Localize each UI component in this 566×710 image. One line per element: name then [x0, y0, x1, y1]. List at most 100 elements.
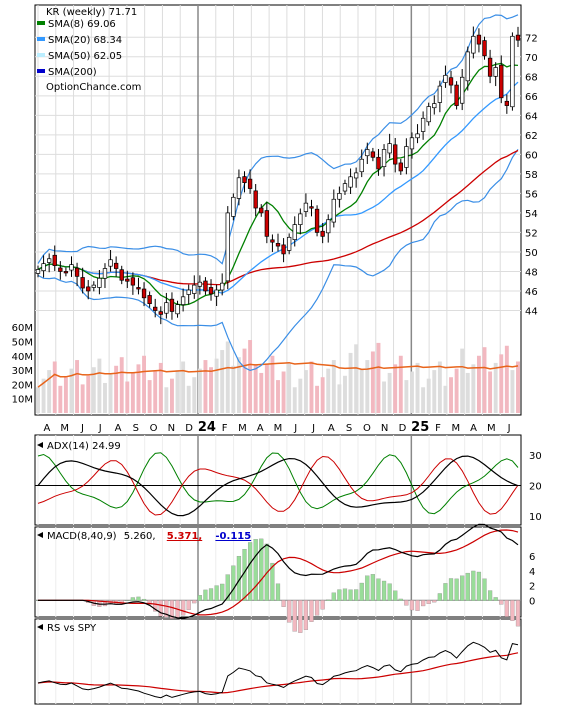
candle-up [97, 277, 102, 288]
month-tick-label: A [43, 423, 50, 434]
macd-legend: MACD(8,40,9) 5.260, 5.371, -0.115 [37, 531, 251, 542]
candle-down [141, 288, 147, 299]
macd-title-prefix: MACD(8,40,9) [47, 531, 117, 542]
macd-histogram-bar [281, 600, 286, 607]
volume-bar [147, 380, 152, 413]
candle-down [476, 34, 482, 45]
macd-histogram-bar [181, 600, 186, 616]
candle-up [404, 146, 409, 168]
month-tick-label: O [150, 423, 158, 434]
volume-bar [158, 362, 163, 413]
candle-up [236, 177, 242, 199]
candle-up [286, 236, 292, 251]
macd-histogram-bar [504, 600, 509, 617]
candle-up [420, 117, 426, 132]
price-tick-label: 46 [525, 287, 538, 298]
candle-down [63, 271, 69, 274]
macd-histogram-bar [208, 588, 214, 601]
adx-title: ADX(14) 24.99 [47, 441, 121, 452]
macd-histogram-bar [337, 589, 342, 601]
month-tick-label: A [257, 423, 264, 434]
candle-down [136, 287, 141, 290]
volume-bar [36, 387, 40, 413]
month-tick-label: M [451, 423, 460, 434]
candle-up [164, 302, 169, 314]
volume-bar [331, 360, 336, 413]
month-tick-label: M [238, 423, 247, 434]
volume-bar [376, 342, 381, 413]
price-tick-label: 62 [525, 131, 538, 142]
macd-histogram-bar [158, 600, 163, 617]
volume-ma-line [37, 361, 519, 388]
volume-bar [58, 385, 63, 413]
candle-down [52, 254, 57, 266]
volume-tick-label: 30M [12, 366, 33, 377]
macd-histogram-bar [141, 598, 147, 601]
candle-up [471, 35, 476, 54]
candle-up [225, 212, 230, 282]
legend-sma8: SMA(8) 69.06 [48, 19, 116, 30]
volume-bar [510, 370, 515, 413]
volume-bar [309, 361, 314, 413]
macd-histogram-bar [342, 588, 348, 601]
rs-title: RS vs SPY [47, 623, 97, 634]
volume-bar [365, 360, 370, 413]
volume-bar [270, 355, 275, 413]
macd-histogram-bar [197, 595, 202, 601]
macd-histogram-bar [471, 570, 476, 601]
month-tick-label: O [363, 423, 371, 434]
macd-histogram-bar [214, 585, 219, 601]
candle-up [102, 268, 108, 279]
adx-line [37, 455, 519, 517]
volume-bar [225, 341, 230, 413]
minus-di-line [37, 455, 519, 516]
legend-sma200: SMA(200) [48, 67, 97, 78]
candle-down [320, 230, 325, 237]
candle-down [270, 239, 275, 243]
volume-bar [220, 350, 225, 413]
volume-bar [343, 375, 347, 413]
candle-up [91, 284, 96, 288]
month-tick-label: J [507, 423, 511, 434]
adx-marker-icon [37, 442, 43, 448]
candle-up [426, 106, 431, 123]
candle-up [69, 264, 74, 271]
volume-bar [426, 378, 431, 413]
candle-down [58, 267, 63, 272]
macd-histogram-bar [421, 600, 426, 607]
price-legend: KR (weekly) 71.71 SMA(8) 69.06 SMA(20) 6… [37, 7, 141, 93]
adx-legend: ADX(14) 24.99 [37, 441, 121, 452]
volume-bar [203, 360, 208, 413]
candle-down [208, 287, 214, 295]
month-tick-label: 24 [198, 420, 216, 435]
volume-bar [114, 365, 119, 413]
price-tick-label: 48 [525, 267, 538, 278]
volume-bar [499, 354, 504, 413]
volume-bar [242, 348, 247, 413]
candle-up [303, 202, 309, 212]
volume-bar [63, 377, 68, 413]
candle-down [86, 286, 91, 292]
candle-up [197, 281, 203, 287]
price-tick-label: 68 [525, 72, 538, 83]
macd-histogram-bar [119, 600, 124, 604]
macd-histogram-bar [326, 599, 331, 601]
candle-up [41, 263, 46, 272]
volume-tick-label: 20M [12, 380, 33, 391]
candle-up [192, 284, 197, 294]
candle-down [259, 207, 264, 214]
macd-histogram-bar [303, 600, 309, 630]
month-tick-label: M [60, 423, 69, 434]
candle-down [309, 206, 314, 209]
volume-bar [119, 357, 124, 413]
month-tick-label: A [115, 423, 122, 434]
volume-bar [315, 385, 320, 413]
month-tick-label: F [435, 423, 441, 434]
month-tick-label: J [293, 423, 297, 434]
macd-histogram-bar [220, 583, 225, 601]
macd-histogram-bar [376, 578, 381, 601]
volume-bar [209, 367, 213, 413]
month-tick-label: N [381, 423, 388, 434]
price-tick-label: 50 [525, 248, 538, 259]
volume-bar [264, 364, 269, 413]
